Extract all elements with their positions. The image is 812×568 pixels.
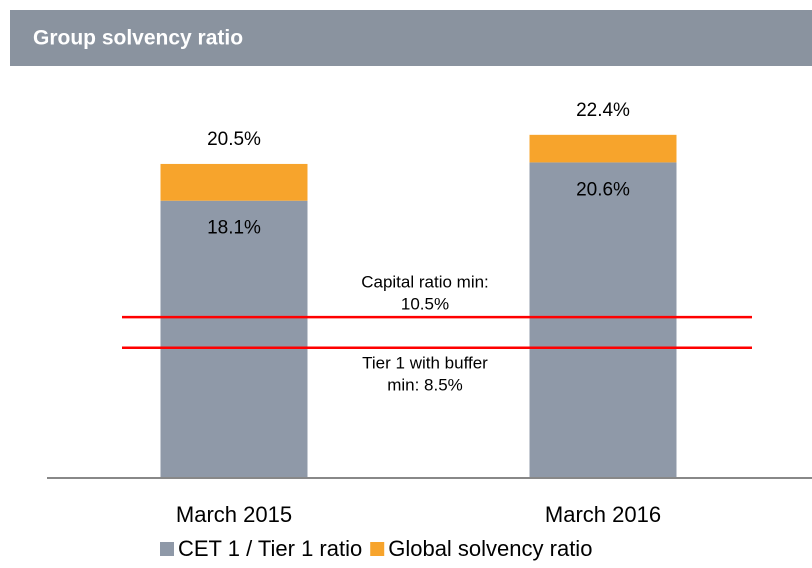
x-tick-label: March 2015 [176,502,292,527]
x-tick-label: March 2016 [545,502,661,527]
header-bar [10,10,812,66]
legend-swatch [160,542,174,556]
bar-segment [529,134,677,163]
value-label: 20.6% [576,179,630,200]
value-label: 18.1% [207,218,261,239]
bar-segment [160,200,308,478]
bar-segment [160,163,308,201]
total-label: 20.5% [207,129,261,150]
reference-label: 10.5% [401,295,449,314]
legend-swatch [370,542,385,556]
total-label: 22.4% [576,100,630,121]
reference-label: Capital ratio min: [361,273,489,292]
reference-label: min: 8.5% [387,375,463,394]
bar-segment [529,162,677,478]
reference-label: Tier 1 with buffer [362,353,488,372]
legend-label: CET 1 / Tier 1 ratio [178,536,362,561]
legend-label: Global solvency ratio [388,536,592,561]
chart-title: Group solvency ratio [33,27,243,50]
